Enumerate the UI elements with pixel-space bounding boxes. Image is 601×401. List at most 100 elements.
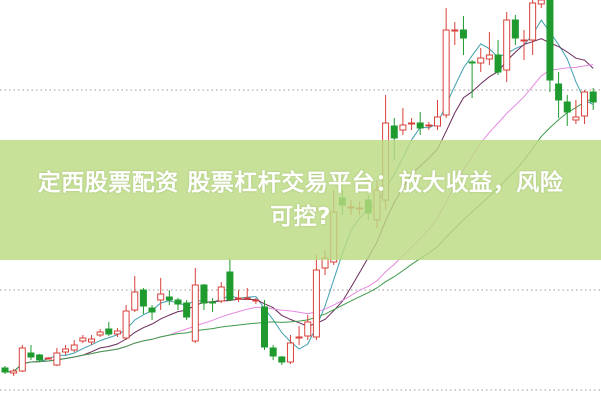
candle [209,298,217,312]
candle [165,290,173,305]
candle-body-down [390,125,398,139]
candle-body-up [451,29,459,32]
candle-body-down [226,271,234,301]
candle [183,300,191,320]
candle [278,356,286,365]
candle-body-up [131,291,139,311]
candle [10,369,18,376]
candle-body-up [520,39,528,42]
candle-body-up [79,337,87,342]
title-banner: 定西股票配资 股票杠杆交易平台：放大收益，风险 可控? [0,140,601,260]
candle [312,255,320,340]
candle [459,16,467,55]
candle [53,348,61,366]
candle-body-down [589,91,597,103]
candle [555,72,563,118]
candle [477,48,485,72]
candle-body-down [209,301,217,304]
candle-body-up [70,344,78,351]
candle-body-up [252,299,260,302]
candle-body-down [459,29,467,39]
candle [261,300,268,350]
candle-body-up [572,116,580,121]
candle-body-up [113,330,121,335]
candle-body-down [1,367,9,373]
candle-body-up [295,336,303,339]
candle [399,108,407,135]
candle-body-up [217,286,225,302]
banner-title-line1: 定西股票配资 股票杠杆交易平台：放大收益，风险 [37,170,564,196]
candle-body-up [399,124,407,131]
candle-body-up [477,57,485,64]
candle [174,298,182,310]
candle [442,8,450,118]
candle [44,357,52,360]
candle-body-down [183,302,191,318]
candle [1,366,9,374]
candle [139,288,147,314]
candle [113,328,121,337]
candle-body-down [261,306,268,348]
candle-body-up [18,347,26,372]
candle [200,284,208,310]
candle-body-down [200,284,208,304]
candle-body-down [546,0,554,81]
candle [581,90,589,124]
candle-body-down [174,299,182,305]
candle-body-up [157,293,165,301]
candle-body-down [511,19,519,39]
candle [235,290,243,302]
candle-body-up [235,297,243,300]
candle-body-up [62,348,70,353]
candle-body-up [425,124,433,127]
candle [148,305,156,320]
candle [529,0,537,55]
candle [157,278,165,310]
ma10-line [4,38,594,373]
candle [191,268,199,343]
candle-body-up [485,54,493,60]
candle [252,298,260,304]
candle [408,118,416,130]
banner-title-line2: 可控? [270,204,331,230]
candle [520,30,528,60]
candle-body-down [278,356,286,363]
candle-body-up [503,19,511,71]
candle [70,340,78,352]
candle [434,100,441,130]
candle-body-up [434,116,441,127]
candle-body-down [269,347,277,357]
candle-body-up [529,2,537,41]
candle-body-up [442,29,450,116]
candle [96,329,104,337]
candle-body-up [537,0,545,5]
candle [485,32,493,65]
candle [105,322,113,336]
candle [425,122,433,130]
candle-body-up [304,321,312,337]
candle-body-up [408,122,416,125]
candle [304,315,312,340]
candle [511,15,519,45]
candle [537,0,545,8]
candle-body-up [96,331,104,336]
candle [62,345,70,355]
candle [563,95,571,126]
candle-body-up [312,269,320,338]
candle-body-up [10,370,18,374]
candle [494,40,502,75]
ma5-line [4,19,594,373]
candle [451,22,459,45]
candle [468,60,476,98]
gridlines [0,89,601,391]
candle [503,12,511,82]
candle-body-down [27,352,35,358]
candle [122,305,130,340]
candle [295,326,303,345]
candle-body-up [122,310,130,339]
candle [269,345,277,360]
candle [79,335,87,343]
candle [18,345,26,372]
candle-body-down [139,289,147,307]
